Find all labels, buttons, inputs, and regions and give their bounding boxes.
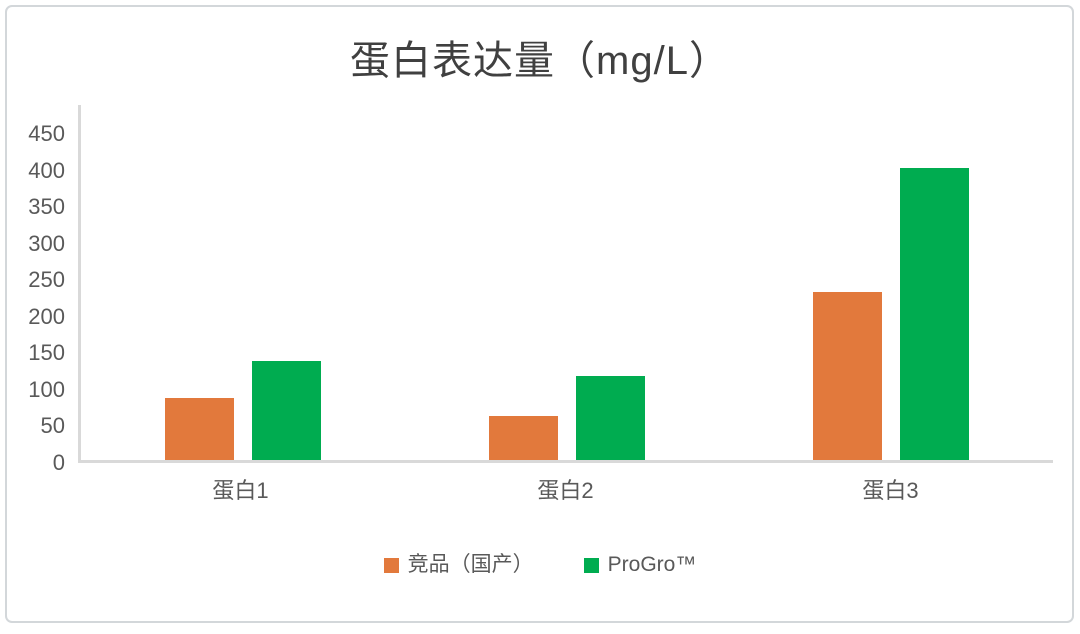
- y-axis-tick-label: 400: [28, 157, 65, 183]
- bar-series2-cat2: [576, 376, 645, 460]
- y-axis-tick-label: 250: [28, 267, 65, 293]
- bars-container: [81, 105, 1053, 460]
- y-axis-tick-label: 300: [28, 230, 65, 256]
- bar-series2-cat1: [252, 361, 321, 460]
- chart-title: 蛋白表达量（mg/L）: [350, 39, 730, 83]
- x-axis-category-label-3: 蛋白3: [862, 478, 919, 503]
- bar-series1-cat2: [489, 416, 558, 460]
- legend-swatch-icon: [583, 557, 599, 573]
- legend: 竞品（国产） ProGro™: [0, 551, 1080, 579]
- x-axis-category-label-1: 蛋白1: [212, 478, 269, 503]
- y-axis-tick-label: 350: [28, 194, 65, 220]
- bar-group-2: [405, 376, 729, 460]
- y-axis-tick-label: 0: [52, 450, 65, 475]
- bar-series2-cat3: [900, 168, 969, 460]
- y-axis-tick-label: 200: [28, 303, 65, 329]
- y-axis-tick-label: 50: [40, 413, 65, 439]
- legend-item-2: ProGro™: [583, 551, 697, 579]
- plot-area: [78, 105, 1053, 463]
- bar-series1-cat1: [165, 398, 234, 460]
- y-axis: 0 50 100 150 200 250 300 350 400 450: [0, 0, 65, 634]
- x-axis: 蛋白1 蛋白2 蛋白3: [78, 477, 1053, 505]
- legend-item-1: 竞品（国产）: [383, 551, 534, 579]
- bar-group-3: [729, 168, 1053, 460]
- y-axis-tick-label: 100: [28, 376, 65, 402]
- legend-swatch-icon: [383, 557, 399, 573]
- bar-series1-cat3: [813, 292, 882, 460]
- bar-group-1: [81, 361, 405, 460]
- y-axis-tick-label: 150: [28, 340, 65, 366]
- legend-label: ProGro™: [607, 553, 697, 576]
- x-axis-category-label-2: 蛋白2: [537, 478, 594, 503]
- legend-label: 竞品（国产）: [407, 553, 534, 576]
- y-axis-tick-label: 450: [28, 121, 65, 146]
